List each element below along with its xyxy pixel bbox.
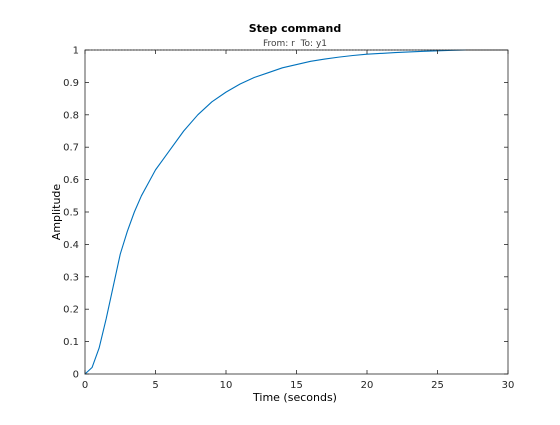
y-tick-label: 0.7: [63, 143, 79, 154]
x-tick-label: 20: [361, 380, 374, 391]
y-tick-label: 0.6: [63, 175, 79, 186]
x-tick-label: 25: [431, 380, 444, 391]
chart-subtitle: From: r To: y1: [263, 39, 327, 49]
tick-layer: 0 5 10 15 20 25 30 0 0.1 0.2 0.3 0.4 0.5 0.6 0.7 0.8 0.9…: [63, 46, 514, 392]
y-tick-label: 0: [73, 370, 79, 381]
y-tick-label: 1: [73, 46, 79, 57]
x-tick-label: 15: [290, 380, 303, 391]
x-tick-label: 5: [152, 380, 158, 391]
y-tick-label: 0.5: [63, 208, 79, 219]
y-tick-label: 0.1: [63, 337, 79, 348]
chart-title: Step command: [249, 22, 341, 35]
y-tick-label: 0.9: [63, 78, 79, 89]
series-line-0: [84, 49, 467, 375]
y-tick-label: 0.2: [63, 305, 79, 316]
y-tick-label: 0.8: [63, 110, 79, 121]
x-tick-label: 10: [220, 380, 233, 391]
y-axis-label: Amplitude: [50, 184, 63, 241]
x-axis-label: Time (seconds): [252, 391, 337, 404]
y-tick-label: 0.3: [63, 272, 79, 283]
y-tick-label: 0.4: [63, 240, 79, 251]
x-tick-label: 30: [502, 380, 515, 391]
x-tick-label: 0: [82, 380, 88, 391]
axes-background: [85, 50, 508, 374]
